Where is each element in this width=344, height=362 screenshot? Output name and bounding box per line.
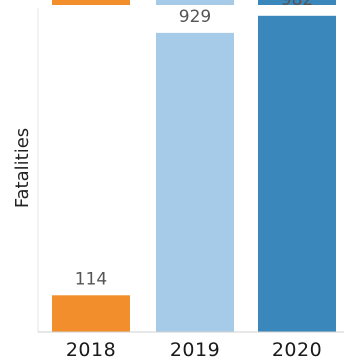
y-axis-label: Fatalities bbox=[12, 128, 33, 208]
top-strip bbox=[52, 0, 336, 5]
data-label-2020: 982 bbox=[281, 0, 313, 10]
data-label-2019: 929 bbox=[179, 7, 211, 27]
x-tick-label-2019: 2019 bbox=[170, 339, 220, 361]
top-strip-swatch-2019 bbox=[156, 0, 234, 5]
bar-2020 bbox=[258, 15, 336, 333]
top-strip-swatch-2020 bbox=[258, 0, 336, 5]
bar-2019 bbox=[156, 32, 234, 332]
x-tick-label-2018: 2018 bbox=[66, 339, 116, 361]
data-label-2018: 114 bbox=[75, 269, 107, 289]
top-strip-swatch-2018 bbox=[52, 0, 130, 5]
data-labels-group: 114 929 982 bbox=[75, 0, 313, 289]
x-tick-label-2020: 2020 bbox=[272, 339, 322, 361]
bars-group bbox=[52, 15, 336, 333]
bar-2018 bbox=[52, 295, 130, 332]
x-tick-labels-group: 2018 2019 2020 bbox=[66, 339, 322, 361]
